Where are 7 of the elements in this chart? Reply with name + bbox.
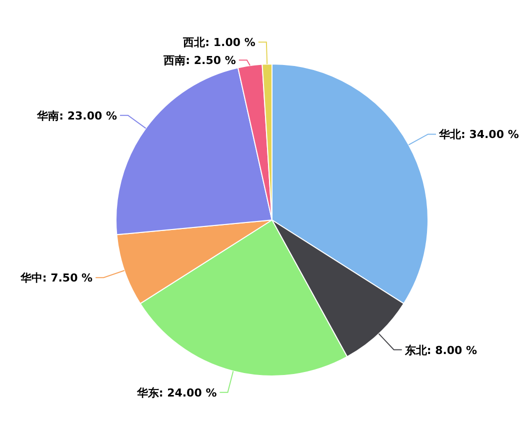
- slice-label: 西北: 1.00 %: [182, 36, 256, 50]
- slice-label: 华南: 23.00 %: [36, 109, 117, 122]
- slice-label: 华东: 24.00 %: [136, 386, 217, 400]
- slice-label: 东北: 8.00 %: [404, 344, 478, 357]
- slice-label: 西南: 2.50 %: [162, 54, 236, 68]
- slice-label: 华中: 7.50 %: [19, 272, 93, 285]
- slice-label: 华北: 34.00 %: [438, 128, 519, 142]
